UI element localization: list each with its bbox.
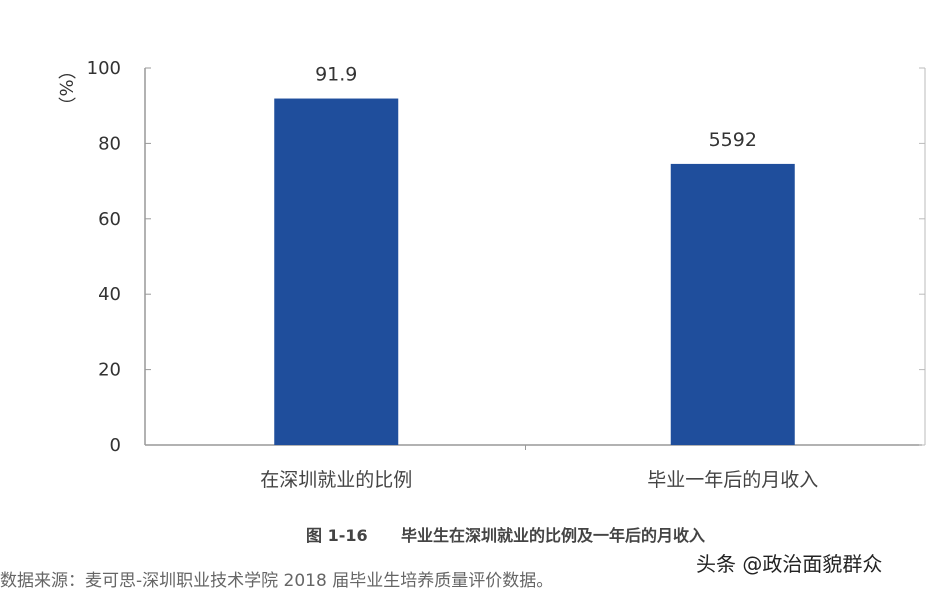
y-tick-label: 0: [110, 435, 121, 456]
y-axis-label: （%）: [55, 61, 76, 114]
category-label: 在深圳就业的比例: [260, 469, 412, 491]
source-note: 数据来源：麦可思-深圳职业技术学院 2018 届毕业生培养质量评价数据。: [0, 571, 554, 591]
y-tick-label: 60: [98, 209, 121, 230]
figure-title: 毕业生在深圳就业的比例及一年后的月收入: [401, 526, 706, 545]
bar: [670, 163, 795, 445]
figure-number: 图 1-16: [306, 526, 368, 545]
bar: [274, 98, 399, 446]
watermark: 头条 @政治面貌群众: [696, 552, 883, 576]
y-tick-label: 100: [87, 58, 121, 79]
category-label: 毕业一年后的月收入: [647, 469, 818, 491]
data-label: 5592: [709, 129, 757, 151]
y-tick-label: 80: [98, 133, 121, 154]
y-tick-label: 20: [98, 360, 121, 381]
data-label: 91.9: [315, 64, 357, 86]
figure-caption: 图 1-16 毕业生在深圳就业的比例及一年后的月收入: [306, 522, 705, 546]
y-tick-label: 40: [98, 284, 121, 305]
